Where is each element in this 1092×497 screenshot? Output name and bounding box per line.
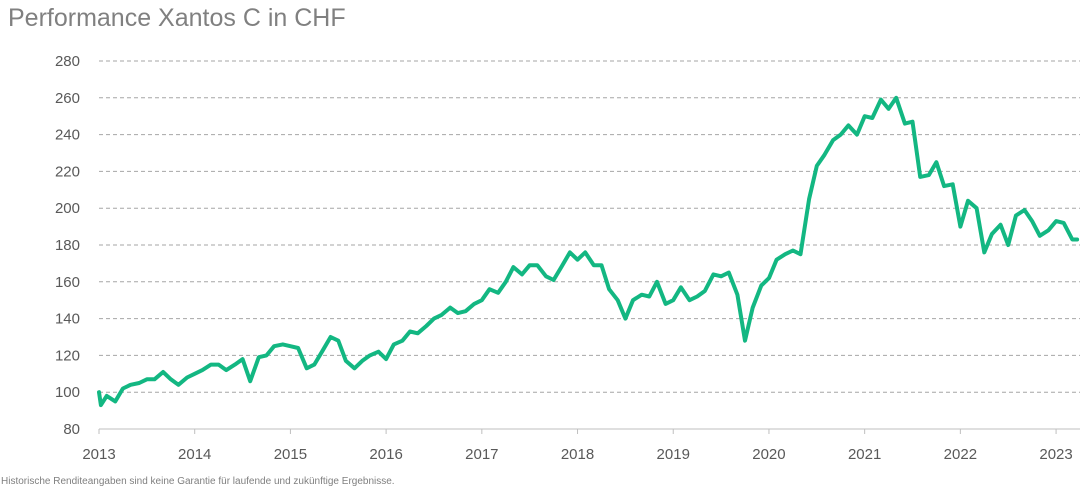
y-tick-label: 160	[55, 274, 80, 291]
x-tick-label: 2023	[1039, 446, 1072, 463]
y-tick-label: 240	[55, 127, 80, 144]
chart-title: Performance Xantos C in CHF	[8, 4, 346, 32]
y-tick-label: 80	[63, 421, 80, 438]
series-layer	[97, 95, 1080, 408]
x-axis	[98, 428, 1080, 434]
y-tick-label: 280	[55, 53, 80, 70]
disclaimer-footnote: Historische Renditeangaben sind keine Ga…	[1, 476, 395, 487]
x-tick-label: 2016	[369, 446, 402, 463]
x-tick-label: 2015	[274, 446, 307, 463]
y-tick-label: 180	[55, 237, 80, 254]
y-axis-labels: 80 100 120 140 160 180 200 220 240 260 280	[55, 53, 80, 438]
x-axis-labels: 2013 2014 2015 2016 2017 2018 2019 2020 2021 2022…	[82, 446, 1072, 463]
series-line	[97, 95, 1080, 408]
x-tick-label: 2022	[944, 446, 977, 463]
x-tick-label: 2021	[848, 446, 881, 463]
y-tick-label: 220	[55, 163, 80, 180]
y-tick-label: 260	[55, 90, 80, 107]
x-tick-label: 2017	[465, 446, 498, 463]
x-tick-label: 2019	[657, 446, 690, 463]
x-tick-label: 2018	[561, 446, 594, 463]
y-tick-label: 120	[55, 347, 80, 364]
x-tick-label: 2014	[178, 446, 211, 463]
y-tick-label: 200	[55, 200, 80, 217]
x-tick-label: 2020	[752, 446, 785, 463]
y-tick-label: 100	[55, 384, 80, 401]
y-tick-label: 140	[55, 311, 80, 328]
x-tick-label: 2013	[82, 446, 115, 463]
gridlines	[99, 60, 1080, 393]
